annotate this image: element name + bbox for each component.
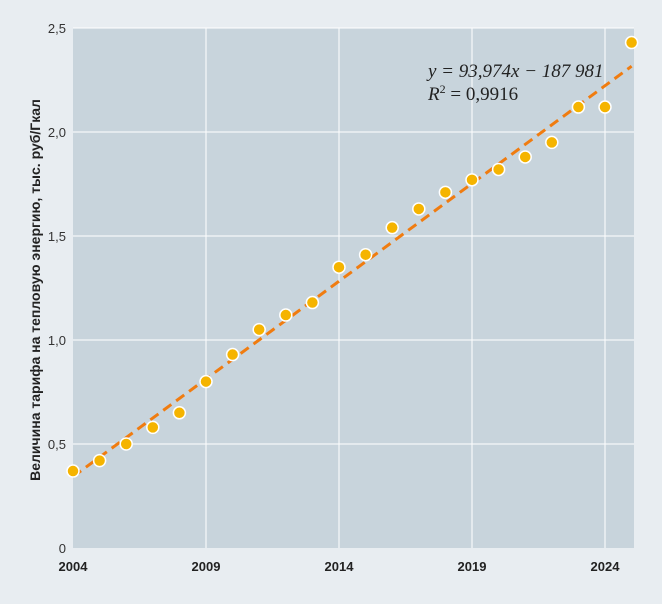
x-tick-label: 2024 <box>591 559 621 574</box>
data-point <box>412 202 426 216</box>
trend-equation: y = 93,974x − 187 981 <box>426 61 604 82</box>
data-point <box>358 247 373 262</box>
data-point <box>385 220 399 235</box>
r-squared: R2 = 0,9916 <box>427 82 518 105</box>
data-point <box>491 162 506 177</box>
data-point <box>571 100 586 114</box>
trendline <box>72 64 633 478</box>
r-value: = 0,9916 <box>446 84 518 105</box>
x-tick-label: 2019 <box>458 559 487 574</box>
y-tick-label: 1,0 <box>48 333 66 348</box>
data-point <box>438 185 453 200</box>
data-point <box>172 406 187 420</box>
data-point <box>252 322 266 337</box>
x-tick-label: 2014 <box>325 559 355 574</box>
y-tick-label: 2,0 <box>48 125 66 140</box>
x-axis: 2004 2009 2014 2019 2024 <box>59 559 621 574</box>
r-sup: 2 <box>440 82 446 96</box>
data-point <box>279 308 293 322</box>
data-point <box>199 374 213 389</box>
y-tick-label: 1,5 <box>48 229 66 244</box>
data-point <box>225 347 240 362</box>
data-point <box>146 420 160 435</box>
y-tick-label: 2,5 <box>48 21 66 36</box>
data-point <box>305 295 320 310</box>
data-point <box>545 135 559 150</box>
data-point <box>92 453 107 468</box>
y-tick-label: 0,5 <box>48 437 66 452</box>
data-point <box>119 437 133 451</box>
grid <box>73 27 634 548</box>
data-point <box>518 150 532 164</box>
plot-area <box>73 28 634 548</box>
r-symbol: R <box>427 84 440 105</box>
data-point <box>66 464 80 478</box>
y-axis: 0 0,5 1,0 1,5 2,0 2,5 <box>48 21 66 556</box>
y-tick-label: 0 <box>59 541 66 556</box>
y-axis-label: Величина тарифа на тепловую энергию, тыс… <box>27 99 43 481</box>
data-point <box>598 100 612 114</box>
data-points <box>66 35 639 478</box>
data-point <box>465 173 479 187</box>
data-point <box>624 35 639 50</box>
x-tick-label: 2009 <box>192 559 221 574</box>
data-point <box>332 260 346 274</box>
x-tick-label: 2004 <box>59 559 89 574</box>
